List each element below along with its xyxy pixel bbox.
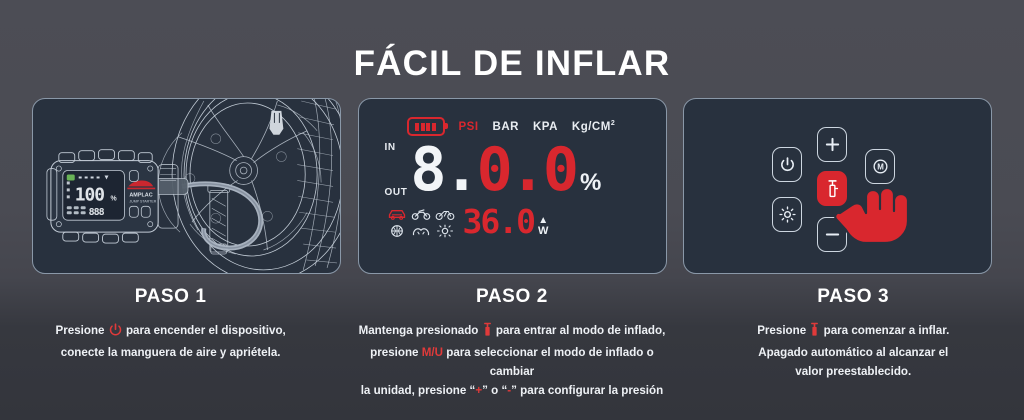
power-icon — [108, 322, 123, 343]
unit-kpa: KPA — [532, 120, 558, 133]
step-3-caption-part-b: para comenzar a inflar. — [823, 324, 950, 337]
step-3-caption-line3: valor preestablecido. — [795, 365, 912, 378]
power-icon — [780, 157, 794, 172]
unit-psi: PSI — [458, 120, 479, 133]
lcd-screen: PSI BAR KPA Kg/CM2 IN OUT 8. 0.0 % — [359, 99, 666, 273]
battery-full-icon — [406, 117, 448, 136]
inflatable-icon — [412, 227, 429, 235]
panel-step-1: 100 % — [32, 98, 341, 274]
step-1-caption-part-b: para encender el dispositivo, — [125, 324, 286, 337]
panel-step-2: PSI BAR KPA Kg/CM2 IN OUT 8. 0.0 % — [357, 98, 667, 274]
step-2-caption-minus: - — [507, 384, 512, 397]
step-2-caption-line3-c: ” para configurar la presión — [511, 384, 664, 397]
lcd-out-label: OUT — [384, 187, 408, 198]
inflator-tire-illustration: 100 % — [46, 99, 340, 273]
lcd-unit-row: PSI BAR KPA Kg/CM2 — [385, 117, 640, 136]
inflate-button[interactable] — [817, 171, 847, 206]
step-1-caption-part-a: Presione — [55, 324, 105, 337]
step-2-caption: Mantenga presionado para entrar al modo … — [341, 321, 682, 400]
lcd-inout-labels: IN OUT — [385, 139, 408, 201]
step-3-caption-line2: Apagado automático al alcanzar el — [758, 346, 949, 359]
pump-icon — [809, 322, 820, 343]
plus-button[interactable] — [817, 127, 847, 162]
control-button-pad: M — [684, 99, 991, 273]
step-3-column: PASO 3 Presione para comenzar a inflar. … — [683, 286, 1024, 400]
mode-button[interactable]: M — [865, 149, 895, 184]
step-2-caption-part-a: Mantenga presionado — [358, 324, 479, 337]
svg-text:%: % — [110, 195, 116, 202]
m-circle-icon: M — [872, 159, 888, 174]
step-1-title: PASO 1 — [134, 286, 207, 307]
step-2-title: PASO 2 — [476, 286, 548, 307]
step-2-column: PASO 2 Mantenga presionado para entrar a… — [341, 286, 682, 400]
lcd-digit-white: 8. — [410, 135, 479, 205]
lcd-in-label: IN — [384, 142, 396, 153]
step-2-caption-mu: M/U — [421, 346, 443, 359]
unit-kgcm2: Kg/CM2 — [571, 120, 616, 133]
light-icon — [436, 224, 453, 237]
unit-bar: BAR — [492, 120, 519, 133]
lcd-watt-label: W — [537, 225, 549, 237]
light-button[interactable] — [772, 197, 802, 232]
power-button[interactable] — [772, 147, 802, 182]
step-2-caption-plus: + — [475, 384, 483, 397]
bicycle-icon — [435, 210, 454, 220]
lcd-main-reading: IN OUT 8. 0.0 % — [385, 139, 640, 201]
sun-icon — [778, 206, 796, 223]
lcd-secondary-value: 36.0 — [462, 202, 536, 241]
svg-text:100: 100 — [75, 184, 105, 205]
motorcycle-icon — [411, 208, 430, 220]
step-1-column: PASO 1 Presione para encender el disposi… — [0, 286, 341, 400]
pump-icon — [828, 180, 838, 198]
step-2-caption-line3-a: la unidad, presione “ — [360, 384, 476, 397]
page-title: FÁCIL DE INFLAR — [353, 44, 671, 83]
step-3-title: PASO 3 — [817, 286, 890, 307]
svg-text:JUMP STARTER: JUMP STARTER — [129, 199, 156, 203]
step-2-caption-line2-a: presione — [370, 346, 419, 359]
warning-triangle-icon: ▲ — [538, 215, 549, 226]
plus-icon — [825, 137, 839, 152]
step-2-caption-part-b: para entrar al modo de inflado, — [495, 324, 666, 337]
step-2-caption-line2-b: para seleccionar el modo de inflado o ca… — [446, 346, 654, 378]
lcd-mode-row: 36.0 ▲ W — [385, 205, 640, 239]
svg-text:AMPLAC: AMPLAC — [129, 192, 152, 198]
step-1-caption: Presione para encender el dispositivo, c… — [0, 321, 341, 362]
steps-row: PASO 1 Presione para encender el disposi… — [0, 286, 1024, 400]
hand-pointer-icon — [834, 186, 910, 245]
basketball-icon — [390, 224, 403, 237]
minus-button[interactable] — [817, 217, 847, 252]
minus-icon — [825, 233, 839, 236]
pump-icon — [482, 322, 493, 343]
lcd-percent-symbol: % — [580, 169, 602, 196]
step-1-caption-line2: conecte la manguera de aire y apriétela. — [60, 346, 281, 359]
step-3-caption: Presione para comenzar a inflar. Apagado… — [683, 321, 1024, 381]
panels-row: 100 % — [32, 98, 992, 274]
svg-text:M: M — [877, 163, 884, 172]
lcd-digits-red: 0.0 — [476, 135, 579, 205]
lcd-watt-unit: ▲ W — [537, 215, 549, 238]
step-3-caption-part-a: Presione — [757, 324, 807, 337]
lcd-mode-icons — [385, 205, 457, 239]
panel-step-3: M — [683, 98, 992, 274]
lcd-secondary-reading: 36.0 ▲ W — [462, 202, 549, 241]
step-2-caption-line3-b: ” o “ — [482, 384, 508, 397]
svg-text:888: 888 — [89, 207, 105, 218]
car-icon — [388, 209, 405, 220]
